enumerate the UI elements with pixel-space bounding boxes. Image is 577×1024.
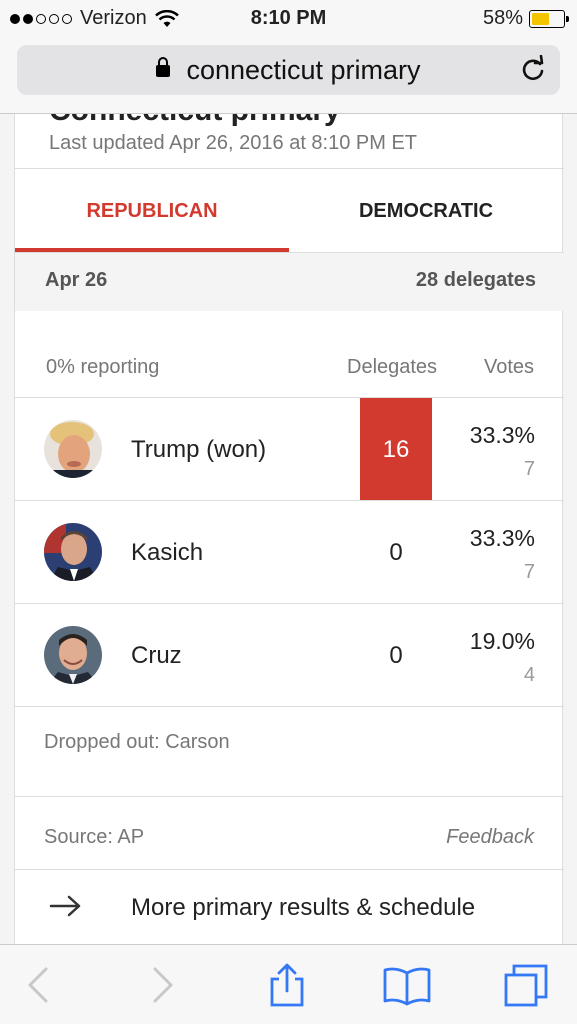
candidate-name: Cruz [131, 642, 182, 669]
lock-icon [156, 57, 171, 77]
candidate-vote-percent: 33.3% [469, 422, 535, 448]
delegate-total: 28 delegates [415, 269, 536, 291]
more-results-link[interactable]: More primary results & schedule [131, 894, 476, 921]
votes-header: Votes [483, 356, 534, 378]
signal-dot [10, 13, 20, 24]
dropped-out-note: Dropped out: Carson [44, 731, 230, 753]
share-icon[interactable] [262, 963, 312, 1007]
address-text: connecticut primary [186, 55, 421, 85]
tab-democratic[interactable]: DEMOCRATIC [358, 200, 494, 222]
page-content: Connecticut primary Last updated Apr 26,… [0, 114, 577, 944]
browser-toolbar [0, 944, 577, 1024]
reporting-percent: 0% reporting [46, 356, 160, 378]
feedback-link[interactable]: Feedback [446, 826, 534, 848]
address-bar[interactable]: connecticut primary [17, 45, 560, 95]
candidate-avatar-cruz [44, 626, 102, 684]
divider [15, 706, 564, 707]
carrier-name: Verizon [80, 7, 147, 29]
browser-nav-bar: connecticut primary [0, 38, 577, 114]
tabs-icon[interactable] [502, 963, 552, 1007]
candidate-vote-count: 4 [523, 664, 535, 686]
candidate-delegates: 0 [389, 539, 403, 566]
divider [15, 168, 564, 169]
candidate-vote-count: 7 [523, 561, 535, 583]
status-bar: Verizon 8:10 PM 58% [0, 0, 577, 38]
candidate-delegates: 16 [382, 436, 410, 463]
candidate-vote-percent: 19.0% [469, 628, 535, 654]
active-tab-indicator [15, 248, 289, 252]
signal-strength-icon [10, 13, 72, 24]
status-time: 8:10 PM [250, 7, 327, 29]
candidate-row-kasich: Kasich 0 33.3% 7 [15, 501, 564, 604]
signal-dot [49, 13, 59, 24]
candidate-name: Trump (won) [131, 436, 267, 463]
candidate-vote-count: 7 [523, 458, 535, 480]
reload-icon[interactable] [518, 55, 548, 85]
source-credit: Source: AP [44, 826, 145, 848]
delegates-header: Delegates [347, 356, 438, 378]
page-title: Connecticut primary [49, 114, 341, 128]
candidate-row-trump: Trump (won) 16 33.3% 7 [15, 398, 564, 501]
back-arrow-icon[interactable] [14, 963, 64, 1007]
status-right: 58% [482, 7, 569, 30]
right-arrow-icon [49, 895, 81, 917]
divider [15, 500, 564, 501]
candidate-delegates: 0 [389, 642, 403, 669]
results-card: Connecticut primary Last updated Apr 26,… [14, 114, 564, 944]
address-bar-content: connecticut primary [17, 55, 560, 86]
signal-dot [23, 13, 33, 24]
candidate-avatar-kasich [44, 523, 102, 581]
forward-arrow-icon[interactable] [137, 963, 187, 1007]
bookmarks-icon[interactable] [382, 963, 432, 1007]
tab-republican[interactable]: REPUBLICAN [86, 200, 218, 222]
battery-percent: 58% [482, 7, 523, 29]
divider [15, 603, 564, 604]
divider [15, 796, 564, 797]
candidate-vote-percent: 33.3% [469, 525, 535, 551]
candidate-name: Kasich [131, 539, 204, 566]
candidate-avatar-trump [44, 420, 102, 478]
battery-icon [529, 9, 569, 28]
signal-dot [36, 13, 46, 24]
divider [15, 252, 564, 253]
wifi-icon [154, 9, 179, 27]
last-updated: Last updated Apr 26, 2016 at 8:10 PM ET [49, 132, 418, 154]
divider [15, 869, 564, 870]
contest-date: Apr 26 [45, 269, 108, 291]
candidate-row-cruz: Cruz 0 19.0% 4 [15, 604, 564, 707]
battery-fill [532, 12, 550, 25]
signal-dot [62, 13, 72, 24]
date-row: Apr 26 28 delegates [15, 253, 564, 311]
winner-highlight [360, 398, 432, 500]
divider [15, 397, 564, 398]
status-left: Verizon [10, 7, 179, 30]
